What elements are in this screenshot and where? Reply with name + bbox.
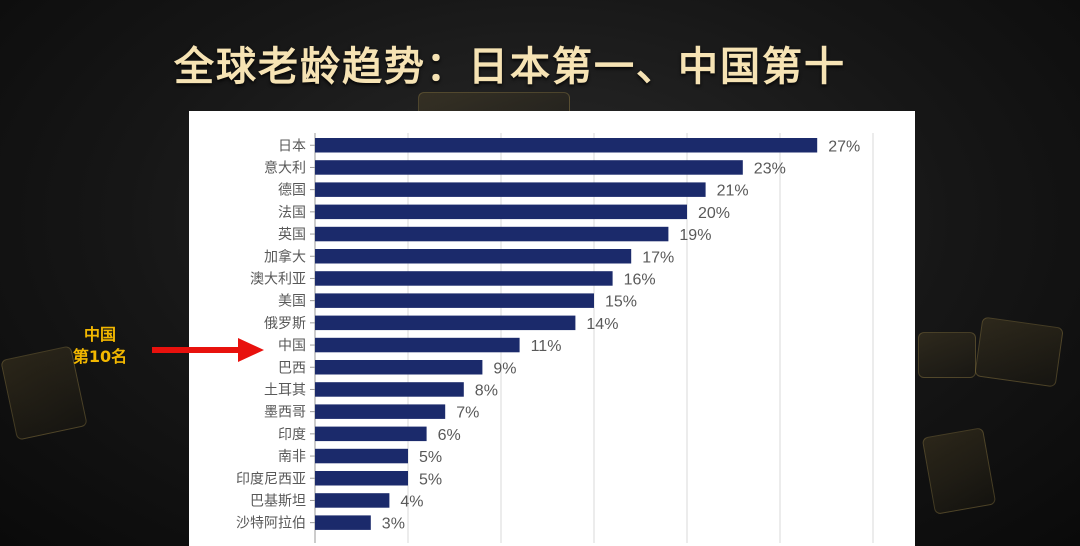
bar	[315, 426, 427, 442]
bar	[315, 249, 632, 264]
decorative-gold-bar	[974, 316, 1064, 388]
value-label: 6%	[438, 427, 461, 444]
bar-chart-panel: 日本 27% 意大利 23% 德国 21% 法国 20% 英国 19% 加拿大 17% 澳大利亚 16% 美…	[189, 111, 915, 546]
value-label: 8%	[475, 382, 498, 399]
bar	[315, 138, 818, 153]
bar	[315, 315, 576, 331]
bar	[315, 293, 594, 308]
category-label: 印度尼西亚	[236, 471, 306, 487]
category-label: 美国	[278, 294, 306, 310]
value-label: 23%	[754, 160, 786, 177]
value-label: 21%	[717, 183, 749, 200]
category-label: 沙特阿拉伯	[236, 516, 306, 532]
bar	[315, 271, 613, 286]
category-label: 印度	[278, 427, 306, 443]
callout-rank-label: 第10名	[72, 347, 128, 366]
value-label: 3%	[382, 516, 405, 533]
category-label: 日本	[278, 138, 306, 154]
category-label: 俄罗斯	[264, 316, 306, 332]
bar	[315, 160, 743, 175]
category-label: 德国	[278, 183, 306, 199]
callout-country-label: 中国	[83, 325, 116, 344]
value-label: 7%	[456, 405, 479, 422]
decorative-gold-bar	[921, 427, 997, 515]
red-arrow-icon	[152, 338, 264, 362]
bar	[315, 471, 408, 486]
category-label: 墨西哥	[264, 405, 306, 421]
value-label: 4%	[400, 493, 423, 510]
slide-title: 全球老龄趋势：日本第一、中国第十	[174, 44, 846, 90]
bar-chart: 日本 27% 意大利 23% 德国 21% 法国 20% 英国 19% 加拿大 17% 澳大利亚 16% 美…	[236, 133, 874, 543]
category-label: 巴西	[278, 360, 306, 376]
category-label: 南非	[278, 449, 306, 465]
value-label: 17%	[642, 249, 674, 266]
value-label: 16%	[624, 271, 656, 288]
category-label: 巴基斯坦	[250, 492, 306, 509]
value-label: 19%	[679, 227, 711, 244]
category-label: 英国	[278, 226, 306, 243]
category-label: 土耳其	[264, 382, 306, 398]
bar	[315, 448, 408, 464]
value-label: 20%	[698, 205, 730, 222]
value-label: 27%	[828, 138, 860, 155]
category-label: 加拿大	[264, 248, 306, 265]
china-rank-callout: 中国 第10名	[58, 324, 142, 368]
category-label: 法国	[278, 205, 306, 221]
value-label: 5%	[419, 471, 442, 488]
category-label: 澳大利亚	[250, 271, 306, 287]
bar	[315, 515, 371, 530]
bar	[315, 382, 464, 397]
category-label: 意大利	[264, 159, 306, 176]
bar	[315, 337, 520, 353]
value-label: 14%	[586, 316, 618, 333]
bar	[315, 204, 687, 220]
value-label: 9%	[493, 360, 516, 377]
value-label: 15%	[605, 294, 637, 311]
bar	[315, 182, 706, 197]
value-label: 11%	[531, 338, 562, 355]
decorative-gold-bar	[918, 332, 976, 378]
category-label: 中国	[278, 338, 306, 354]
bar	[315, 226, 669, 242]
value-label: 5%	[419, 449, 442, 466]
bar	[315, 493, 390, 508]
bar	[315, 404, 446, 419]
bar	[315, 360, 483, 375]
